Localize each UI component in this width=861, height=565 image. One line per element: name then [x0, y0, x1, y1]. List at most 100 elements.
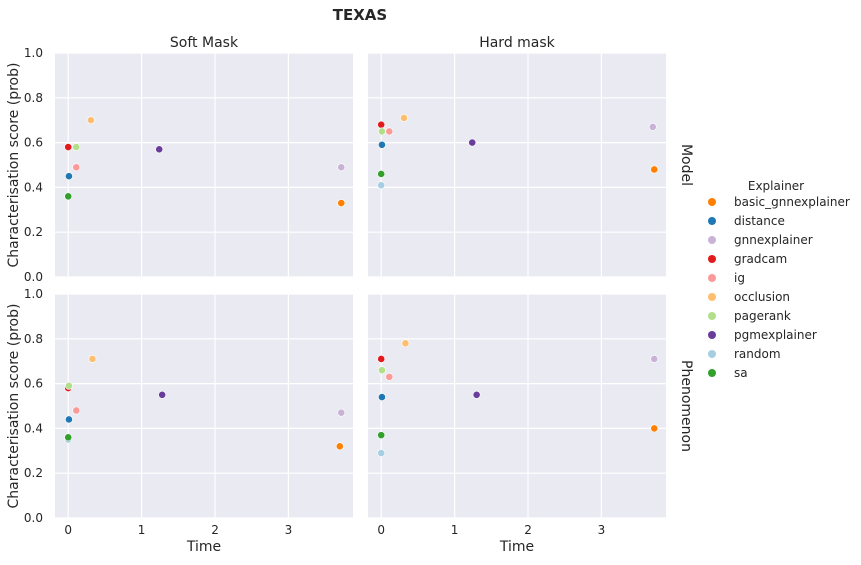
y-tick-label: 0.6: [24, 136, 43, 150]
point-occlusion: [400, 114, 408, 122]
point-gnnexplainer: [648, 123, 657, 131]
row-title: Model: [678, 144, 694, 186]
x-tick-label: 0: [377, 523, 385, 537]
x-tick-label: 3: [285, 523, 293, 537]
point-pgmexplainer: [472, 390, 481, 399]
legend-item-pgmexplainer: pgmexplainer: [708, 328, 817, 342]
point-sa: [377, 170, 386, 178]
point-basic-gnnexplainer: [337, 199, 346, 207]
point-occlusion: [87, 116, 95, 125]
y-tick-label: 0.6: [24, 377, 43, 391]
panel-phenomenon-hard-mask: 0 1 2 3 Time Phenomenon: [368, 293, 694, 555]
x-tick-label: 1: [451, 523, 459, 537]
y-tick-label: 0.0: [24, 270, 43, 284]
x-tick-label: 3: [598, 523, 606, 537]
row-title: Phenomenon: [678, 360, 694, 452]
point-ig: [72, 163, 81, 172]
y-tick-label: 1.0: [24, 46, 43, 60]
point-gradcam: [377, 355, 386, 363]
legend-marker: [708, 274, 716, 282]
legend-label: gradcam: [734, 252, 787, 266]
point-pagerank: [65, 381, 73, 390]
legend-item-sa: sa: [708, 366, 748, 380]
legend-marker: [708, 350, 716, 358]
point-sa: [64, 433, 73, 442]
y-tick-label: 0.2: [24, 466, 43, 480]
figure-title: TEXAS: [333, 6, 387, 24]
legend-label: ig: [734, 271, 745, 285]
point-basic-gnnexplainer: [335, 442, 344, 451]
y-axis-label: Characterisation score (prob): [6, 304, 22, 509]
x-tick-label: 2: [524, 523, 532, 537]
legend: Explainer basic_gnnexplainer distance gnnex…: [708, 179, 850, 380]
legend-marker: [708, 255, 716, 263]
panel-background: [368, 53, 666, 277]
column-title: Hard mask: [479, 35, 555, 51]
x-axis-label: Time: [499, 539, 534, 555]
point-distance: [378, 393, 386, 401]
panel-model-hard-mask: Hard mask Model: [368, 35, 694, 278]
point-pgmexplainer: [158, 390, 167, 399]
column-title: Soft Mask: [170, 35, 239, 51]
legend-item-random: random: [708, 347, 781, 361]
point-pagerank: [72, 143, 81, 151]
point-basic-gnnexplainer: [650, 165, 659, 174]
legend-item-gnnexplainer: gnnexplainer: [708, 233, 813, 247]
legend-marker: [708, 236, 716, 244]
legend-label: basic_gnnexplainer: [734, 195, 850, 209]
legend-label: gnnexplainer: [734, 233, 813, 247]
legend-marker: [708, 293, 716, 301]
legend-item-basic-gnnexplainer: basic_gnnexplainer: [708, 195, 850, 209]
x-tick-label: 2: [211, 523, 219, 537]
legend-label: random: [734, 347, 781, 361]
point-gradcam: [377, 120, 386, 129]
x-axis-label: Time: [186, 539, 221, 555]
legend-marker: [708, 331, 716, 339]
legend-item-gradcam: gradcam: [708, 252, 787, 266]
y-tick-label: 0.2: [24, 225, 43, 239]
y-tick-label: 0.4: [24, 180, 43, 194]
legend-item-occlusion: occlusion: [708, 290, 790, 304]
legend-title: Explainer: [748, 179, 804, 193]
point-occlusion: [88, 355, 97, 363]
panel-background: [55, 53, 353, 277]
legend-item-distance: distance: [708, 214, 785, 228]
point-gnnexplainer: [337, 163, 346, 172]
y-axis-label: Characterisation score (prob): [6, 63, 22, 268]
point-ig: [385, 372, 394, 381]
legend-marker: [708, 198, 716, 206]
point-gnnexplainer: [650, 355, 659, 363]
point-pagerank: [378, 366, 386, 375]
point-occlusion: [401, 339, 410, 348]
point-distance: [65, 415, 73, 424]
point-sa: [377, 431, 386, 440]
legend-label: occlusion: [734, 290, 790, 304]
y-tick-label: 0.8: [24, 332, 43, 346]
point-sa: [64, 192, 73, 201]
point-pgmexplainer: [468, 138, 477, 147]
y-tick-label: 0.4: [24, 421, 43, 435]
point-basic-gnnexplainer: [650, 424, 659, 433]
point-ig: [72, 406, 81, 415]
point-gradcam: [64, 143, 73, 151]
legend-label: distance: [734, 214, 785, 228]
point-random: [377, 449, 386, 457]
x-tick-label: 1: [138, 523, 146, 537]
point-distance: [378, 140, 386, 149]
point-pgmexplainer: [155, 145, 164, 154]
legend-item-pagerank: pagerank: [708, 309, 791, 323]
panel-background: [368, 294, 666, 518]
legend-marker: [708, 369, 716, 377]
legend-label: pgmexplainer: [734, 328, 817, 342]
panel-background: [55, 294, 353, 518]
point-distance: [65, 172, 73, 181]
legend-marker: [708, 217, 716, 225]
y-tick-label: 0.0: [24, 511, 43, 525]
point-gnnexplainer: [337, 408, 346, 417]
y-tick-label: 1.0: [24, 287, 43, 301]
legend-item-ig: ig: [708, 271, 745, 285]
